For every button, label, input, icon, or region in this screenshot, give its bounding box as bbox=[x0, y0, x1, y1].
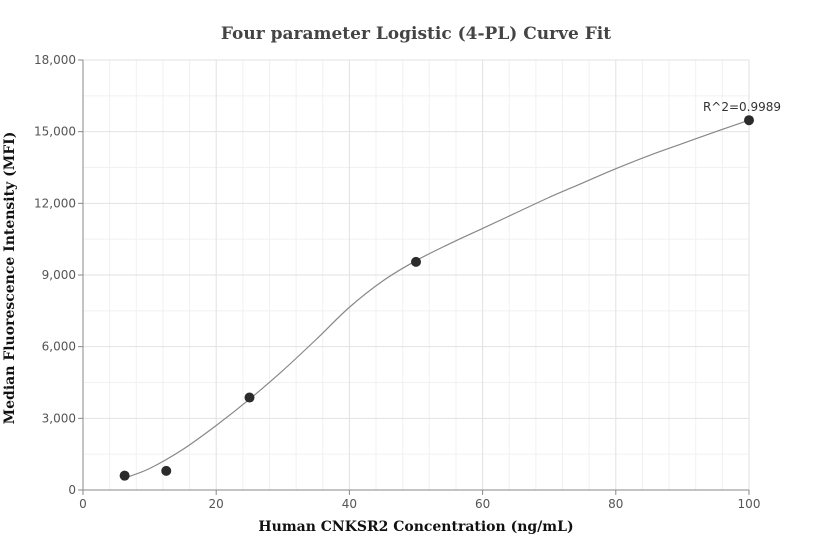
x-axis-label: Human CNKSR2 Concentration (ng/mL) bbox=[258, 519, 573, 535]
y-tick-label: 3,000 bbox=[42, 411, 76, 425]
x-tick-label: 100 bbox=[738, 497, 761, 511]
fit-curve bbox=[124, 119, 750, 479]
data-point bbox=[244, 392, 255, 403]
x-tick-label: 40 bbox=[342, 497, 357, 511]
y-tick-label: 18,000 bbox=[34, 53, 76, 67]
x-tick-label: 60 bbox=[475, 497, 490, 511]
grid bbox=[83, 59, 750, 490]
data-point bbox=[411, 256, 421, 267]
y-tick-label: 12,000 bbox=[34, 196, 76, 210]
chart-title: Four parameter Logistic (4-PL) Curve Fit bbox=[221, 24, 611, 44]
data-point bbox=[119, 470, 130, 481]
tick-labels: 0 20 40 60 80 100 0 3,000 6,000 9,000 12,000 15,000… bbox=[34, 53, 760, 511]
y-tick-label: 9,000 bbox=[42, 268, 76, 282]
r-squared-annotation: R^2=0.9989 bbox=[703, 100, 781, 114]
data-point bbox=[744, 115, 754, 126]
y-tick-label: 0 bbox=[68, 483, 76, 497]
x-tick-label: 80 bbox=[608, 497, 623, 511]
data-point bbox=[161, 465, 172, 476]
y-tick-label: 6,000 bbox=[42, 340, 76, 354]
data-points bbox=[119, 115, 754, 481]
y-tick-label: 15,000 bbox=[34, 125, 76, 139]
x-tick-label: 0 bbox=[79, 497, 87, 511]
y-axis-label: Median Fluorescence Intensity (MFI) bbox=[2, 132, 18, 425]
x-tick-label: 20 bbox=[209, 497, 224, 511]
